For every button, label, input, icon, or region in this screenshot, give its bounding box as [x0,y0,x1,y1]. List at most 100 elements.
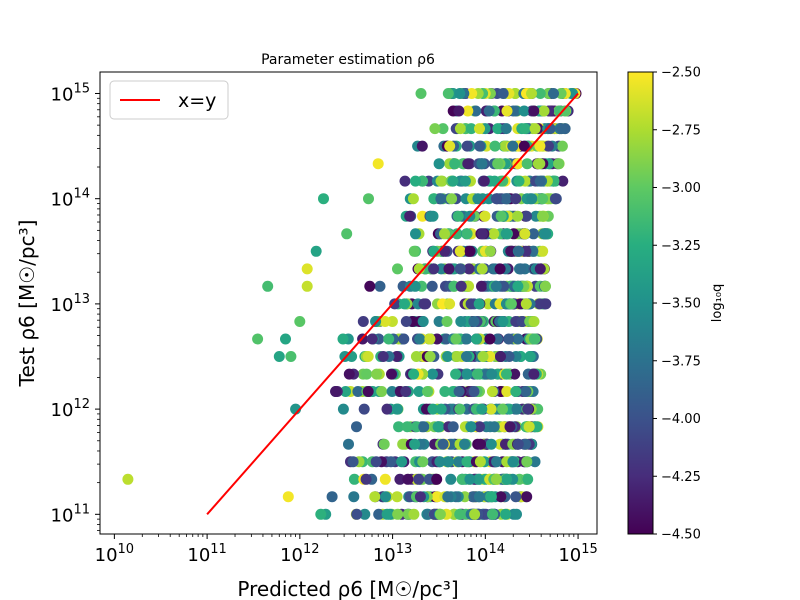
scatter-point [500,123,512,135]
scatter-point [380,491,392,503]
scatter-point [444,298,456,310]
scatter-point [471,368,483,380]
scatter-point [348,491,360,503]
scatter-point [476,403,488,415]
scatter-point [488,421,500,433]
scatter-point [444,140,456,152]
scatter-point [524,351,536,362]
scatter-point [294,316,306,327]
scatter-point [510,491,522,503]
y-tick-label: 1013 [51,292,90,316]
scatter-point [532,158,544,170]
scatter-point [394,473,406,485]
scatter-point [439,228,450,240]
y-axis-label: Test ρ6 [M☉/pc³] [15,220,39,388]
scatter-point [310,245,322,257]
scatter-point [476,228,488,240]
scatter-point [518,140,530,152]
scatter-point [495,491,507,503]
scatter-point [408,368,420,380]
scatter-point [474,123,485,135]
scatter-point [559,105,571,117]
scatter-point [501,105,513,117]
scatter-point [400,386,412,397]
scatter-point [318,193,329,205]
scatter-point [523,421,535,433]
x-axis-label: Predicted ρ6 [M☉/pc³] [237,577,458,600]
scatter-point [534,88,546,99]
scatter-point [433,316,445,327]
scatter-point [516,316,528,327]
colorbar-tick-label: −3.50 [661,297,701,312]
scatter-point [537,245,549,257]
scatter-point [501,473,513,485]
scatter-point [476,263,488,275]
scatter-point [414,491,426,503]
scatter-point [358,403,370,415]
chart-title: Parameter estimation ρ6 [261,52,435,68]
scatter-point [446,193,458,205]
colorbar-tick-label: −4.50 [661,528,701,543]
scatter-point [439,245,451,257]
scatter-point [487,508,499,520]
scatter-point [413,473,425,485]
scatter-point [410,228,421,240]
scatter-point [455,316,467,327]
scatter-point [343,368,355,380]
scatter-point [534,175,546,187]
scatter-point [381,508,393,520]
scatter-point [389,298,401,310]
scatter-point [378,438,390,450]
scatter-point [456,473,468,485]
scatter-point [509,368,521,380]
scatter-point [474,421,485,433]
scatter-point [362,351,374,362]
scatter-point [453,386,465,397]
colorbar-gradient [627,71,654,535]
scatter-point [476,280,487,292]
scatter-point [528,105,540,117]
scatter-point [273,351,285,362]
scatter-point [461,333,473,345]
scatter-point [434,508,446,520]
scatter-point [454,245,466,257]
colorbar-tick-label: −4.00 [661,412,701,427]
scatter-point [484,245,496,257]
x-tick-label: 1012 [280,542,319,566]
scatter-point [371,368,383,380]
scatter-point [374,280,386,292]
scatter-point [528,333,540,345]
scatter-point [369,491,381,503]
scatter-point [410,175,421,187]
scatter-point [417,456,429,468]
scatter-point [531,421,543,433]
scatter-point [454,403,466,415]
scatter-point [470,105,482,117]
scatter-point [497,403,508,415]
scatter-point [483,193,495,205]
scatter-point [252,333,264,345]
scatter-point [442,491,454,503]
scatter-point [391,351,403,362]
scatter-point [386,386,398,397]
scatter-point [470,333,482,345]
scatter-point [522,473,534,485]
scatter-point [427,403,439,415]
scatter-point [510,193,522,205]
colorbar-tick-label: −4.25 [661,470,701,485]
scatter-point [540,228,552,240]
scatter-point [486,386,498,397]
x-tick-label: 1010 [95,542,134,566]
legend-label: x=y [178,90,216,112]
scatter-point [521,456,533,468]
scatter-point [413,386,425,397]
scatter-point [441,316,453,327]
scatter-point [484,333,496,345]
scatter-point [409,438,421,450]
scatter-point [519,123,531,135]
scatter-point [539,280,551,292]
scatter-point [529,456,541,468]
scatter-point [400,316,412,327]
scatter-point [364,280,376,292]
